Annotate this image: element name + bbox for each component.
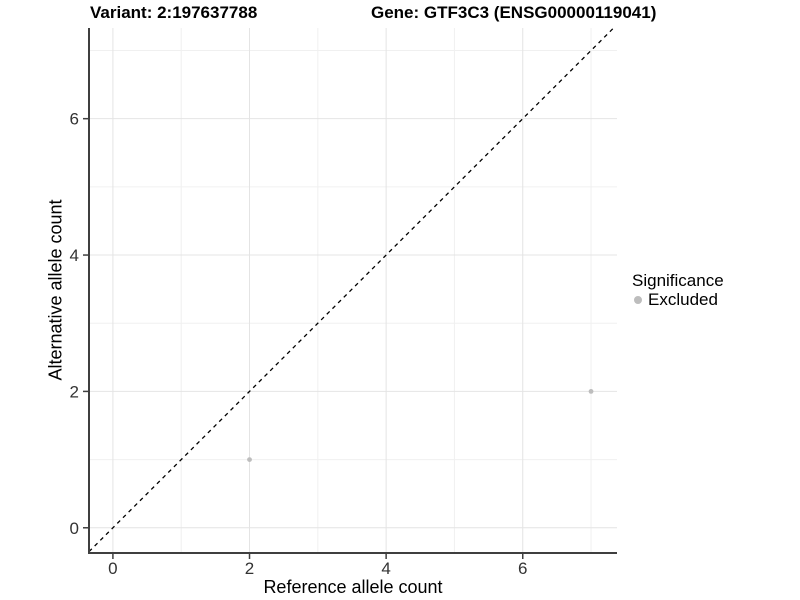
data-point	[247, 457, 252, 462]
x-tick-label: 0	[108, 559, 117, 578]
gene-title: Gene: GTF3C3 (ENSG00000119041)	[371, 3, 657, 22]
data-point	[588, 389, 594, 394]
x-axis-title: Reference allele count	[263, 577, 443, 597]
y-tick-label: 6	[70, 110, 79, 129]
legend: Significance Excluded	[630, 271, 724, 309]
y-tick-label: 4	[70, 246, 79, 265]
x-tick-label: 2	[245, 559, 254, 578]
y-axis-title: Alternative allele count	[45, 199, 66, 381]
legend-item-excluded: Excluded	[630, 290, 724, 309]
y-tick-label: 0	[70, 519, 79, 538]
x-tick-label: 6	[518, 559, 527, 578]
legend-title: Significance	[632, 271, 724, 290]
x-tick-label: 4	[381, 559, 390, 578]
legend-key-dot-icon	[634, 295, 642, 304]
legend-item-label: Excluded	[648, 290, 718, 309]
identity-line	[88, 27, 615, 553]
y-tick-label: 2	[70, 382, 79, 401]
variant-title: Variant: 2:197637788	[90, 3, 258, 22]
